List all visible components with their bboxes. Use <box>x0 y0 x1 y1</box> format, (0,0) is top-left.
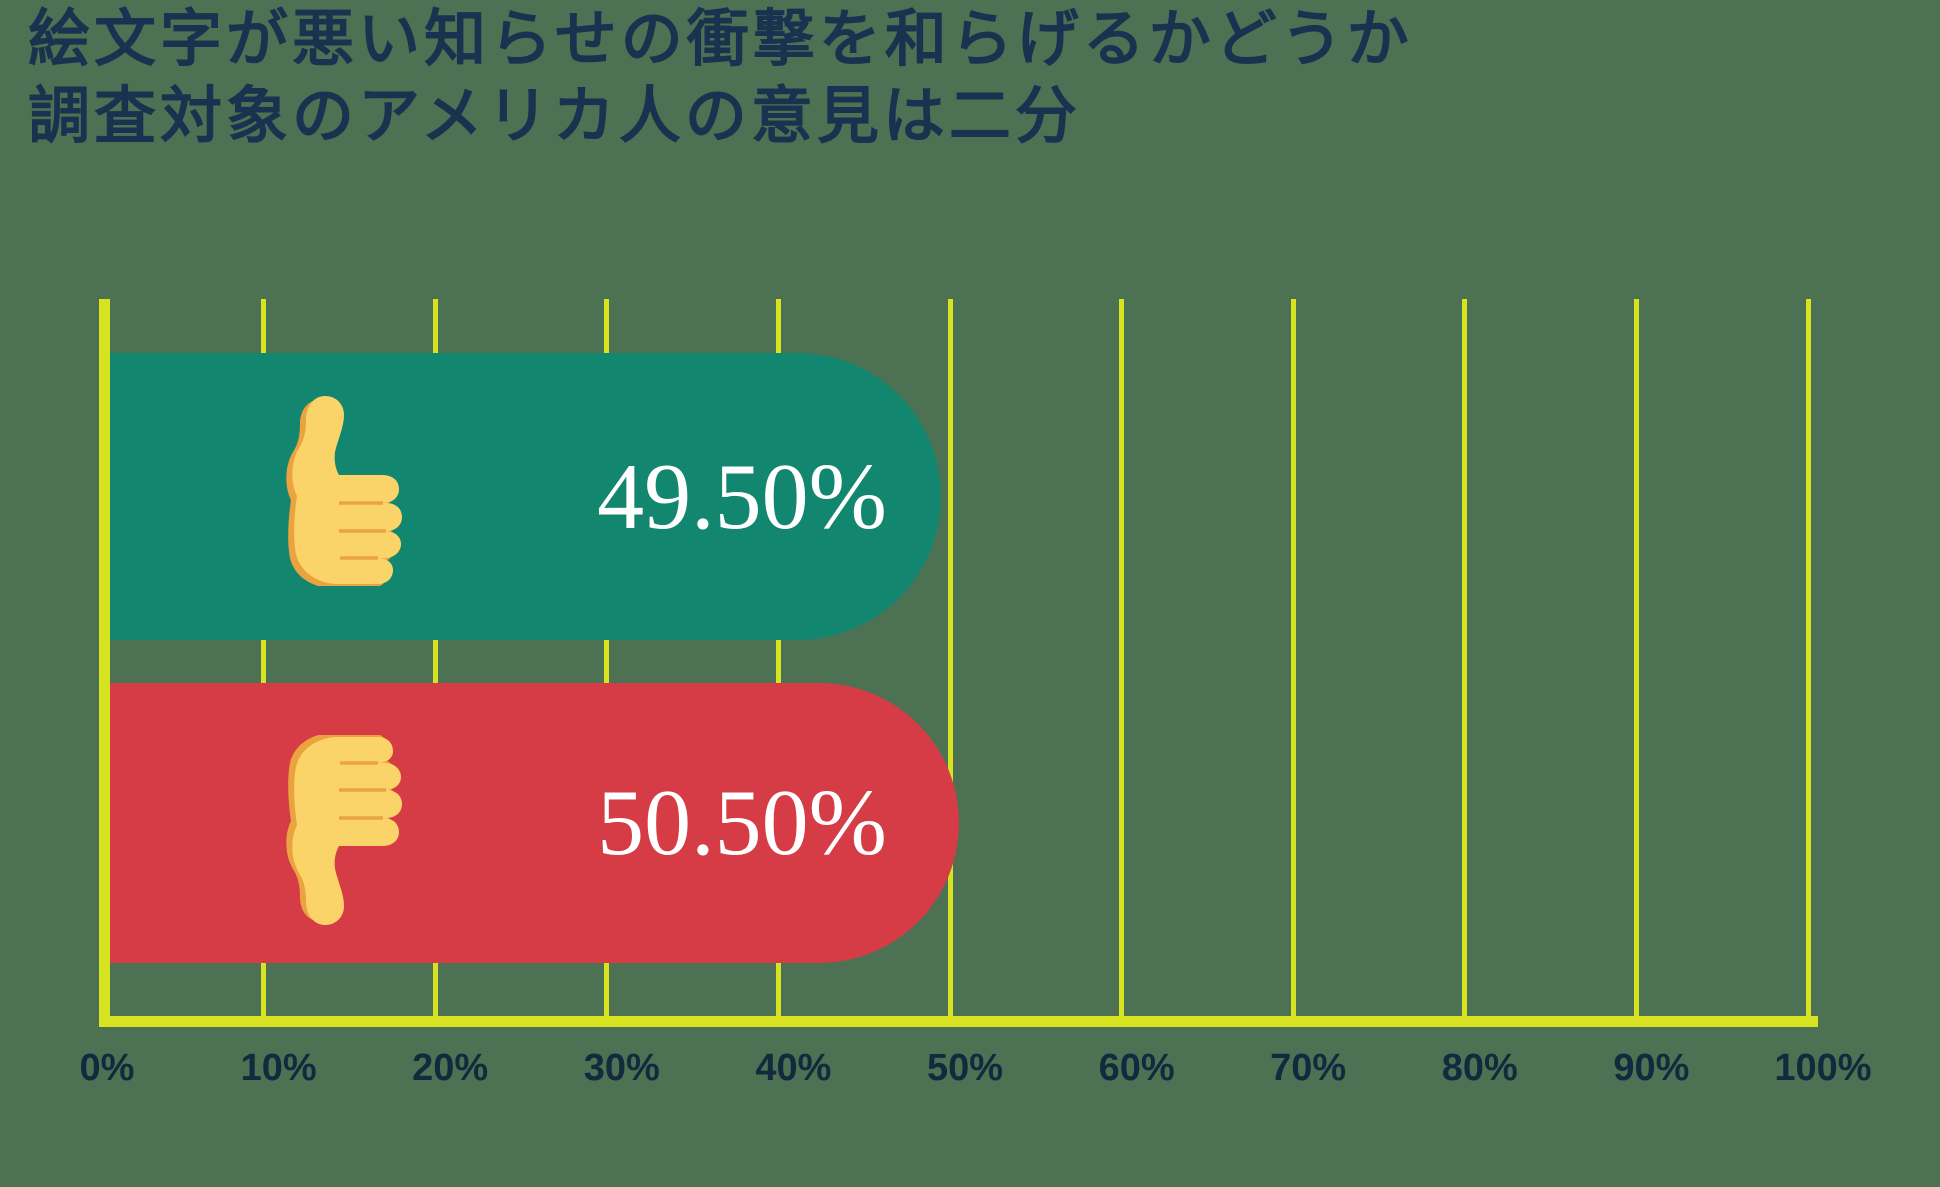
gridline-50% <box>947 299 953 1016</box>
x-tick-label-30%: 30% <box>583 1047 660 1089</box>
gridline-70% <box>1290 299 1296 1016</box>
x-tick-label-10%: 10% <box>240 1047 317 1089</box>
chart-title-line1: 絵文字が悪い知らせの衝撃を和らげるかどうか <box>28 6 1413 74</box>
x-tick-label-20%: 20% <box>412 1047 489 1089</box>
x-tick-label-70%: 70% <box>1270 1047 1347 1089</box>
x-tick-label-60%: 60% <box>1098 1047 1175 1089</box>
gridline-90% <box>1633 299 1639 1016</box>
x-axis-line <box>99 1016 1818 1027</box>
x-tick-label-80%: 80% <box>1441 1047 1518 1089</box>
gridline-40% <box>775 299 781 1016</box>
bar-value-label: 50.50% <box>597 771 887 875</box>
bar-thumbs-down: 50.50% <box>110 683 959 963</box>
thumbs-down-icon <box>282 735 407 925</box>
gridline-80% <box>1462 299 1468 1016</box>
gridline-10% <box>261 299 267 1016</box>
gridline-100% <box>1805 299 1811 1016</box>
y-axis-line <box>99 299 110 1016</box>
bar-value-label: 49.50% <box>597 444 887 549</box>
x-tick-label-0%: 0% <box>79 1047 135 1089</box>
x-tick-label-100%: 100% <box>1774 1047 1872 1089</box>
x-tick-label-40%: 40% <box>755 1047 832 1089</box>
chart-title: 絵文字が悪い知らせの衝撃を和らげるかどうか 調査対象のアメリカ人の意見は二分 <box>28 2 1413 156</box>
gridline-20% <box>432 299 438 1016</box>
thumbs-up-icon <box>282 396 407 586</box>
bar-thumbs-up: 49.50% <box>110 353 942 640</box>
x-tick-label-50%: 50% <box>926 1047 1004 1089</box>
chart-title-line2: 調査対象のアメリカ人の意見は二分 <box>28 83 1081 151</box>
gridline-30% <box>604 299 610 1016</box>
x-tick-label-90%: 90% <box>1613 1047 1690 1089</box>
gridline-60% <box>1119 299 1125 1016</box>
